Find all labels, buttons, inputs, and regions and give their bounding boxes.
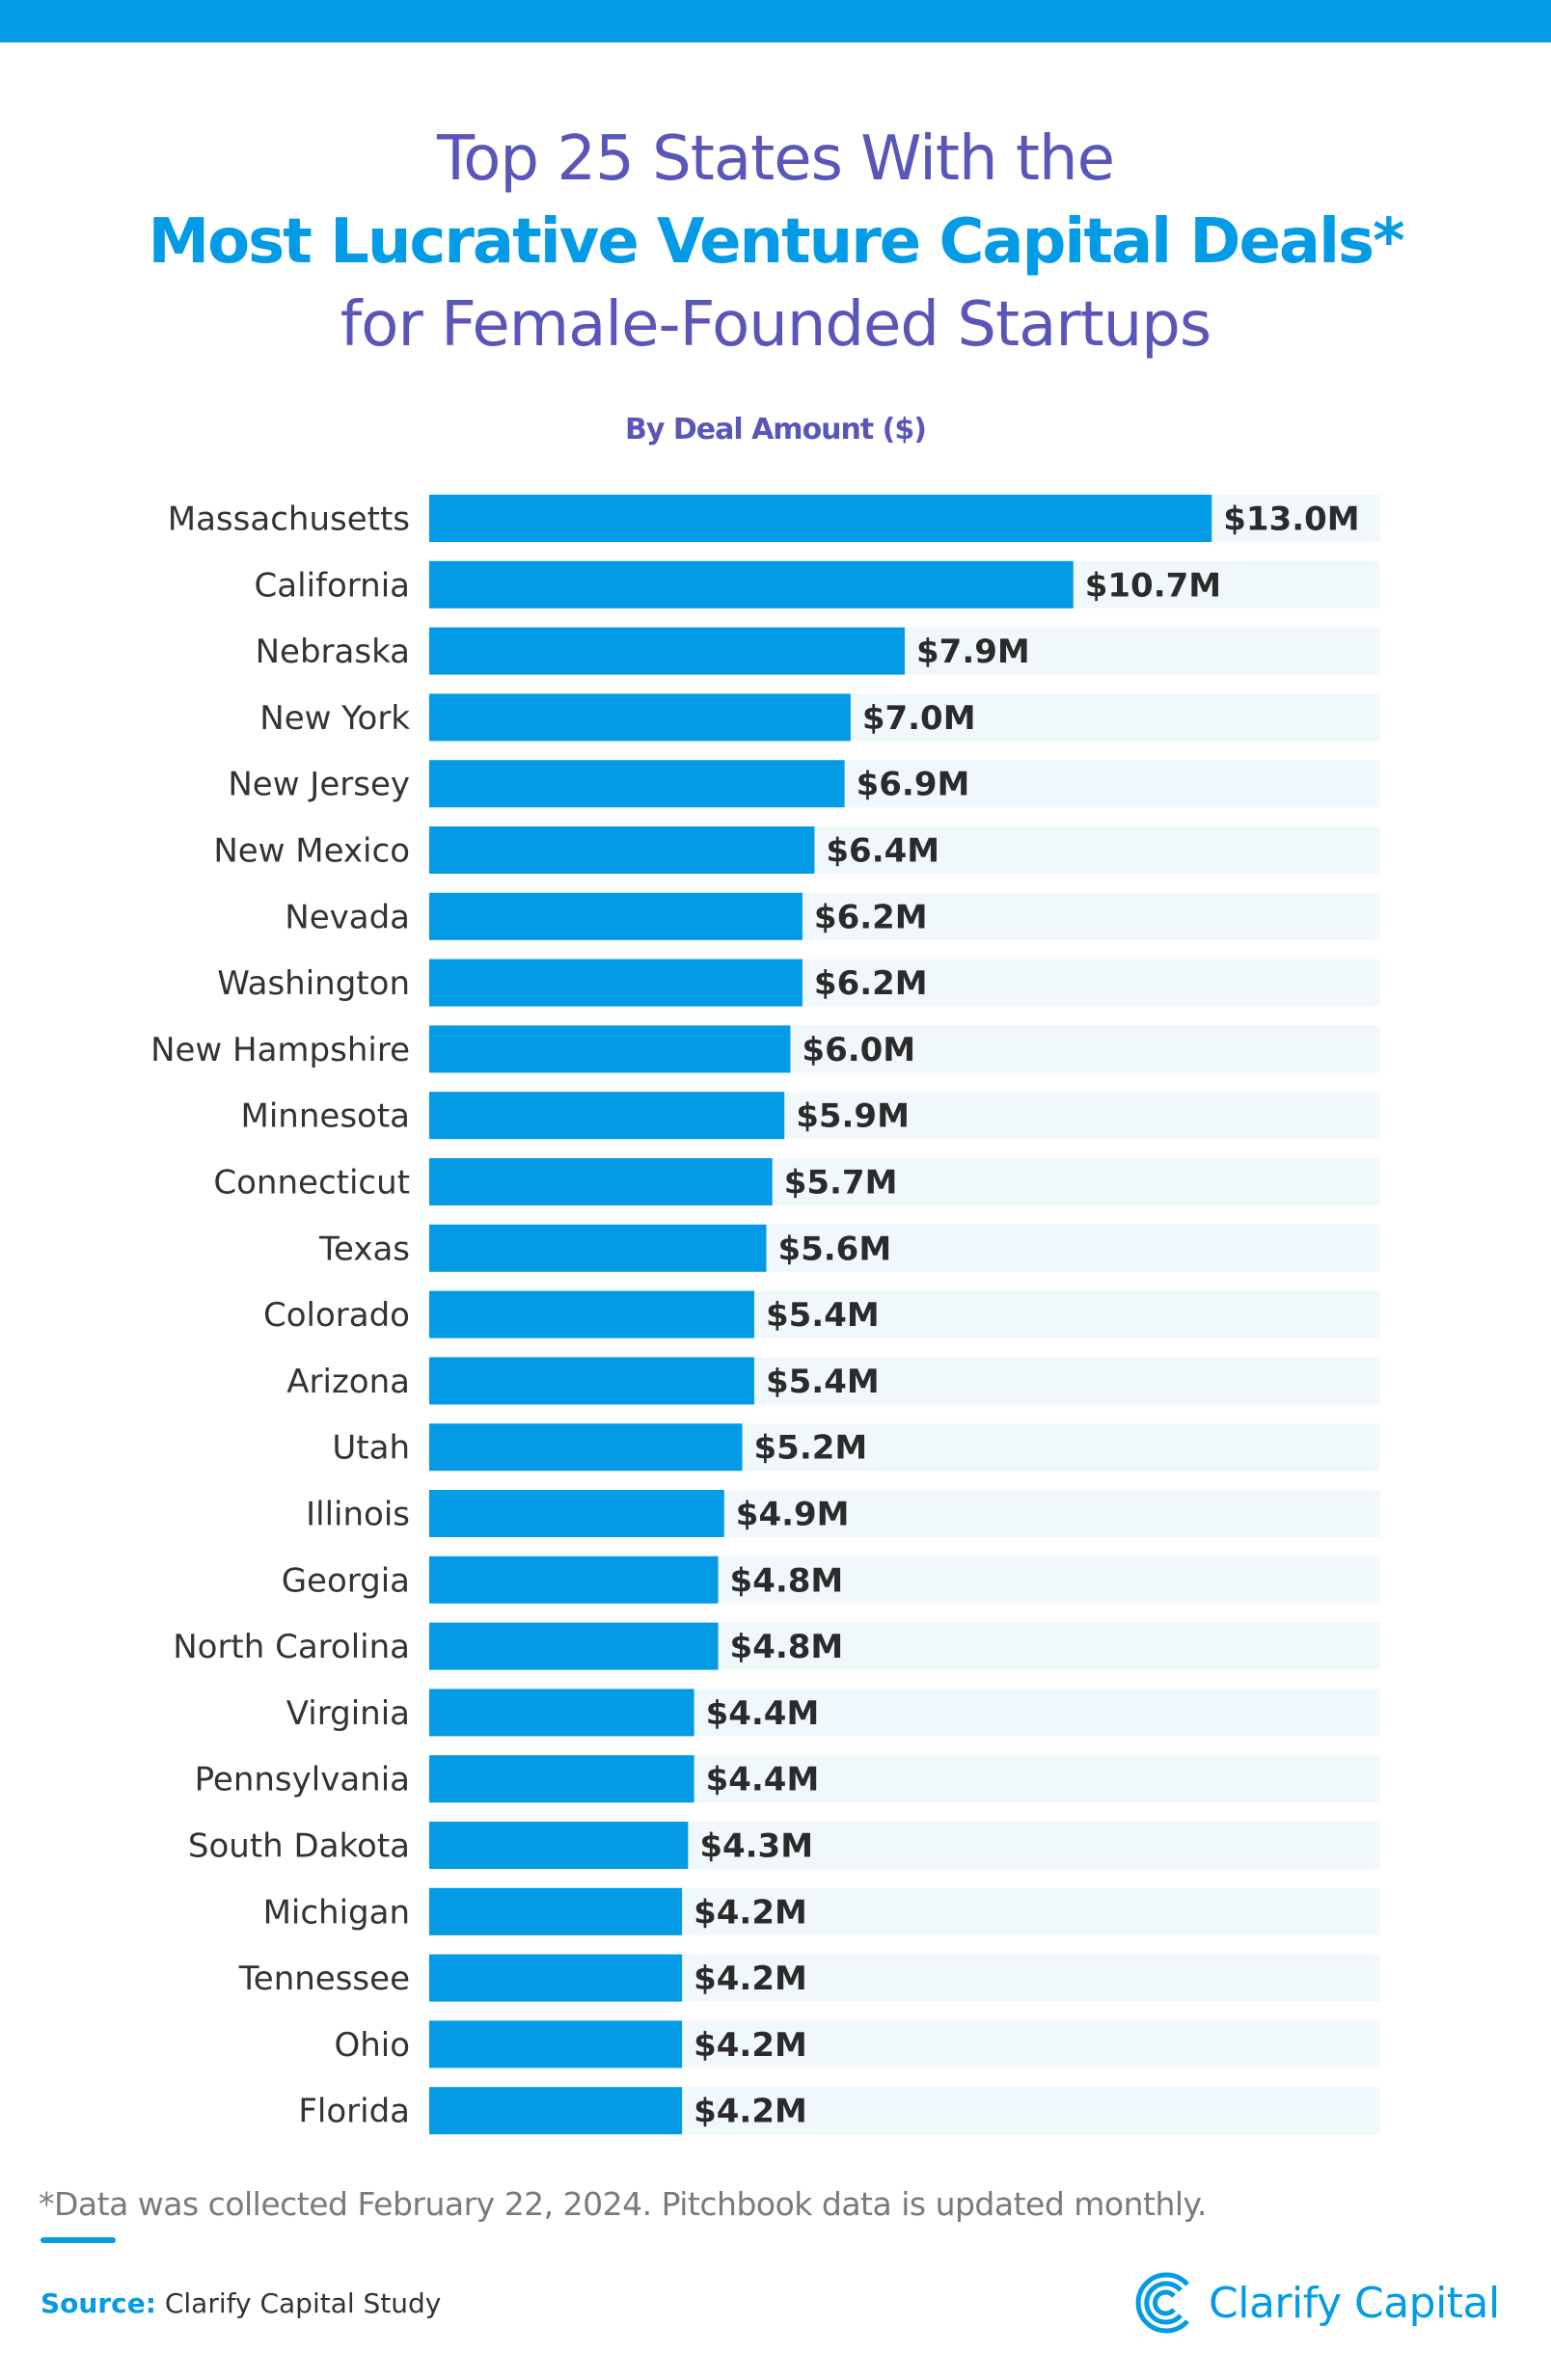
value-label: $6.9M — [857, 766, 970, 804]
category-label: Florida — [298, 2093, 410, 2131]
category-label: Washington — [217, 964, 410, 1003]
category-label: Virginia — [286, 1694, 410, 1733]
bar — [429, 627, 905, 675]
value-label: $4.2M — [694, 2026, 807, 2065]
value-label: $13.0M — [1223, 500, 1359, 539]
category-label: New Hampshire — [150, 1031, 410, 1069]
category-label: Minnesota — [241, 1097, 410, 1136]
category-label: California — [255, 566, 410, 605]
bar-chart: Massachusetts $13.0M California $10.7M Nebra… — [150, 495, 1380, 2135]
category-label: Tennessee — [238, 1960, 410, 1998]
value-label: $5.7M — [784, 1164, 898, 1203]
bar — [429, 2020, 683, 2069]
bar — [429, 1025, 791, 1073]
bar — [429, 1423, 743, 1472]
bar — [429, 693, 851, 742]
value-label: $4.8M — [730, 1628, 844, 1666]
value-label: $5.4M — [766, 1296, 880, 1335]
bar — [429, 1092, 785, 1140]
value-label: $5.4M — [766, 1363, 880, 1401]
category-label: Colorado — [263, 1296, 410, 1335]
bar — [429, 1357, 754, 1405]
bar — [429, 760, 845, 808]
value-label: $6.2M — [814, 898, 928, 936]
value-label: $6.2M — [814, 964, 928, 1003]
value-label: $4.3M — [699, 1827, 813, 1866]
bar — [429, 1755, 694, 1803]
category-label: Pennsylvania — [195, 1761, 410, 1799]
category-label: Ohio — [334, 2026, 410, 2065]
category-label: Nebraska — [256, 633, 410, 671]
divider — [41, 2237, 116, 2243]
category-label: Illinois — [306, 1496, 410, 1534]
category-label: South Dakota — [188, 1827, 410, 1866]
value-label: $5.6M — [777, 1230, 891, 1268]
logo-text: Clarify Capital — [1209, 2278, 1500, 2328]
category-label: Connecticut — [213, 1164, 410, 1203]
value-label: $4.4M — [706, 1761, 820, 1799]
bar — [429, 2087, 683, 2135]
bar — [429, 1555, 719, 1604]
value-label: $4.4M — [706, 1694, 820, 1733]
bar — [429, 1158, 773, 1205]
bar — [429, 892, 803, 940]
category-label: New York — [259, 699, 410, 738]
value-label: $6.0M — [802, 1031, 915, 1069]
category-label: New Mexico — [213, 832, 410, 871]
value-label: $5.9M — [796, 1097, 910, 1136]
value-label: $4.2M — [694, 1960, 807, 1998]
category-label: Utah — [332, 1429, 410, 1468]
bar — [429, 1689, 694, 1737]
bar — [429, 1290, 754, 1339]
source-line: Source: Clarify Capital Study — [41, 2287, 441, 2319]
category-label: North Carolina — [173, 1628, 410, 1666]
source-text: Clarify Capital Study — [164, 2287, 442, 2319]
bar — [429, 1822, 689, 1869]
top-banner — [0, 0, 1551, 42]
bar — [429, 1887, 683, 1935]
value-label: $4.9M — [736, 1496, 850, 1534]
category-label: New Jersey — [228, 766, 410, 804]
title-line-3: for Female-Founded Startups — [340, 289, 1212, 361]
bar — [429, 1622, 719, 1670]
bar — [429, 1490, 724, 1537]
category-label: Massachusetts — [168, 500, 410, 539]
value-label: $5.2M — [754, 1429, 868, 1468]
value-label: $10.7M — [1085, 566, 1221, 605]
bar — [429, 560, 1074, 609]
title-line-2: Most Lucrative Venture Capital Deals* — [148, 206, 1404, 278]
category-label: Nevada — [285, 898, 410, 936]
bar — [429, 826, 815, 874]
value-label: $4.8M — [730, 1561, 844, 1600]
title-line-1: Top 25 States With the — [437, 123, 1115, 195]
source-label: Source: — [41, 2287, 156, 2319]
logo: Clarify Capital — [1133, 2271, 1500, 2335]
category-label: Michigan — [263, 1893, 410, 1932]
category-label: Texas — [318, 1230, 410, 1268]
value-label: $4.2M — [694, 2093, 807, 2131]
clarify-capital-logo-icon — [1135, 2272, 1189, 2334]
value-label: $7.0M — [862, 699, 976, 738]
bar — [429, 959, 803, 1007]
category-label: Arizona — [286, 1363, 410, 1401]
bar — [429, 1224, 767, 1272]
value-label: $4.2M — [694, 1893, 807, 1932]
chart-subtitle: By Deal Amount ($) — [625, 413, 927, 446]
footnote: *Data was collected February 22, 2024. P… — [39, 2185, 1207, 2223]
value-label: $6.4M — [826, 832, 939, 871]
category-label: Georgia — [282, 1561, 410, 1600]
bar — [429, 1954, 683, 2002]
bar — [429, 495, 1212, 542]
value-label: $7.9M — [916, 633, 1030, 671]
